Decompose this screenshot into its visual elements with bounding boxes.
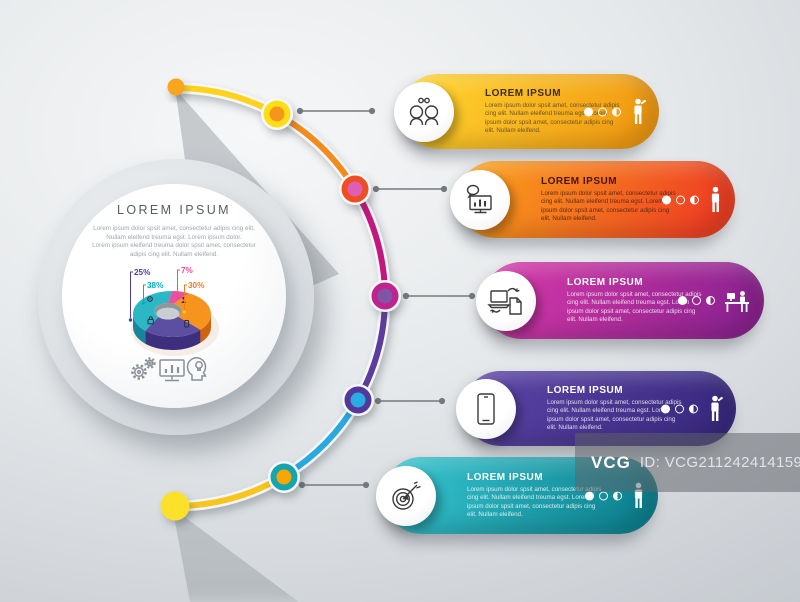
step-5-body: Lorem ipsum dolor spsit amet, consectetu… — [467, 485, 602, 519]
timeline-node-3 — [369, 280, 401, 312]
step-1-banner: LOREM IPSUM Lorem ipsum dolor spsit amet… — [394, 74, 659, 149]
step-3-body: Lorem ipsum dolor spsit amet, consectetu… — [567, 290, 702, 324]
watermark-brand: VCG — [591, 452, 631, 472]
step-5-icon-circle — [376, 465, 436, 526]
center-body: Lorem ipsum dolor spsit amet, consectetu… — [62, 225, 286, 260]
step-3-title: LOREM IPSUM — [567, 276, 644, 288]
progress-dot-filled — [678, 296, 687, 305]
step-5-title: LOREM IPSUM — [467, 471, 544, 483]
step-1-body: Lorem ipsum dolor spsit amet, consectetu… — [485, 101, 620, 135]
progress-dot-filled — [585, 491, 594, 500]
phone-mini-icon — [184, 319, 190, 328]
progress-dot-ring — [675, 404, 684, 413]
pie-chart: 38% 25% 30% 7% — [128, 266, 219, 382]
center-body-line: Lorem ipsum dolor spsit amet, consectetu… — [93, 225, 255, 232]
pie-face-icons — [147, 296, 190, 328]
step-1-icon-circle — [394, 81, 454, 142]
progress-dot-half — [612, 107, 621, 116]
timeline-node-5 — [268, 461, 300, 493]
file-transfer-icon — [487, 287, 522, 315]
step-1-progress — [584, 98, 646, 125]
step-2-title: LOREM IPSUM — [541, 175, 618, 187]
progress-dot-filled — [584, 107, 593, 116]
progress-dot-filled — [662, 195, 671, 204]
watermark-banner: VCG ID: VCG211242414159 — [575, 433, 800, 492]
progress-dot-ring — [676, 195, 685, 204]
timeline-start-dot — [167, 78, 185, 96]
svg-text:30%: 30% — [188, 281, 205, 290]
step-2-progress — [662, 186, 722, 213]
step-4-title: LOREM IPSUM — [547, 384, 624, 396]
timeline-node-4 — [342, 384, 374, 416]
progress-dot-half — [613, 491, 622, 500]
watermark-id: ID: VCG211242414159 — [639, 454, 800, 471]
step-4-body: Lorem ipsum dolor spsit amet, consectetu… — [547, 398, 682, 432]
timeline-node-1 — [261, 98, 293, 130]
progress-dot-filled — [661, 404, 670, 413]
smartphone-icon — [477, 392, 495, 425]
center-icons — [131, 357, 207, 382]
person-standing-icon — [711, 186, 720, 212]
target-icon — [392, 480, 421, 510]
progress-dot-ring — [692, 296, 701, 305]
center-title: LOREM IPSUM — [117, 203, 231, 217]
presentation-icon — [466, 184, 492, 214]
progress-dot-half — [690, 195, 699, 204]
step-2-banner: LOREM IPSUM Lorem ipsum dolor spsit amet… — [450, 161, 735, 238]
progress-dot-ring — [598, 107, 607, 116]
center-body-line: adipis cing elit. Nullam eleifend. — [129, 251, 219, 259]
step-2-icon-circle — [450, 169, 510, 230]
timeline-node-2 — [339, 173, 371, 205]
progress-dot-half — [706, 296, 715, 305]
gears-icon — [131, 357, 156, 380]
center-circle: LOREM IPSUM Lorem ipsum dolor spsit amet… — [62, 184, 286, 408]
svg-text:7%: 7% — [181, 266, 194, 275]
person-wave-icon — [711, 395, 723, 421]
timeline-end-dot — [160, 491, 190, 521]
step-3-icon-circle — [476, 270, 536, 331]
connector-lines — [296, 107, 476, 489]
step-3-banner: LOREM IPSUM Lorem ipsum dolor spsit amet… — [476, 262, 764, 339]
mind-bulb-icon — [186, 357, 207, 381]
person-desk-icon — [725, 290, 749, 312]
monitor-chart-icon — [159, 359, 185, 382]
lock-mini-icon — [147, 316, 154, 325]
progress-dot-half — [689, 404, 698, 413]
svg-text:25%: 25% — [134, 268, 151, 277]
person-wave-icon — [634, 98, 646, 124]
step-1-title: LOREM IPSUM — [485, 87, 562, 99]
center-body-line: Nullam eleifend treuma egst. Lorem ipsum… — [106, 233, 242, 241]
arc-casing — [170, 82, 391, 512]
step-4-icon-circle — [456, 378, 516, 439]
progress-dot-ring — [599, 491, 608, 500]
step-2-body: Lorem ipsum dolor spsit amet, consectetu… — [541, 189, 676, 223]
svg-text:38%: 38% — [147, 281, 164, 290]
center-body-line: Lorem ipsum eleifend treuma dolor spsit … — [92, 242, 256, 250]
gear-mini-icon — [147, 296, 153, 302]
step-3-progress — [678, 290, 751, 312]
step-4-progress — [661, 395, 723, 422]
discussion-icon — [409, 97, 439, 125]
